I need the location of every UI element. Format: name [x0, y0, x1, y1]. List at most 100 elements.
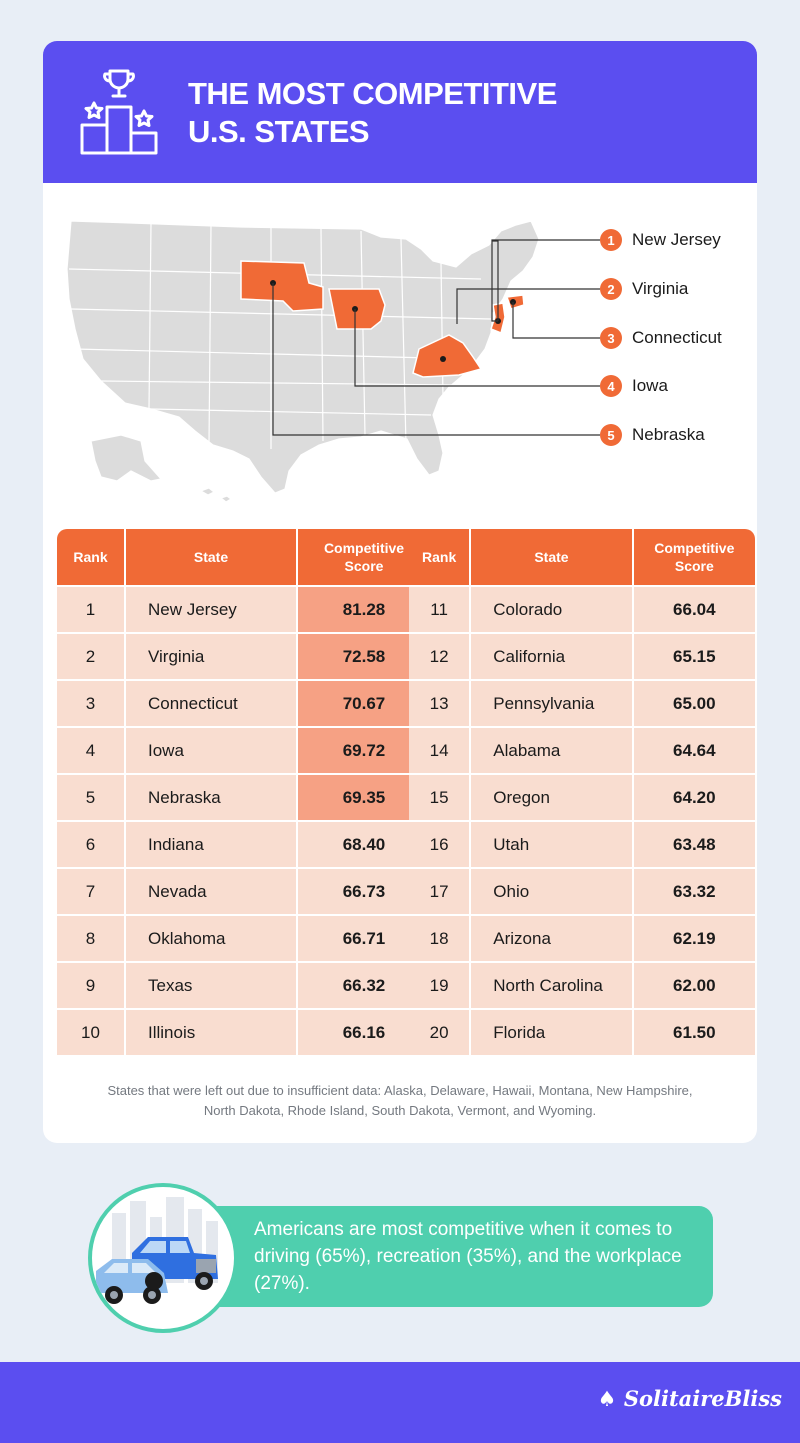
map-alaska — [90, 434, 163, 482]
table-header-row: Rank State Competitive Score — [409, 529, 755, 585]
score-cell: 69.35 — [298, 775, 430, 820]
state-cell: New Jersey — [126, 587, 296, 632]
footer: ♠ SolitaireBliss — [0, 1362, 800, 1443]
table-row: 15 Oregon 64.20 — [409, 775, 755, 820]
score-cell: 63.48 — [633, 822, 755, 867]
callout-state-name: Nebraska — [632, 425, 705, 444]
score-cell: 65.00 — [633, 681, 755, 726]
ranking-table-left: Rank State Competitive Score 1 New Jersey 8… — [55, 527, 432, 1057]
brand-logo[interactable]: ♠ SolitaireBliss — [598, 1386, 782, 1411]
rank-cell: 16 — [409, 822, 470, 867]
table-row: 16 Utah 63.48 — [409, 822, 755, 867]
fact-text: Americans are most competitive when it c… — [254, 1219, 682, 1294]
footnote-line-1: States that were left out due to insuffi… — [107, 1083, 693, 1098]
score-cell: 66.71 — [298, 916, 430, 961]
ranking-table-right: Rank State Competitive Score 11 Colorado 66… — [407, 527, 757, 1057]
score-cell: 68.40 — [298, 822, 430, 867]
state-cell: Oklahoma — [126, 916, 296, 961]
title-line-1: THE MOST COMPETITIVE — [188, 76, 557, 111]
column-header-state: State — [471, 529, 632, 585]
score-header-line-1: Competitive — [323, 540, 405, 556]
rank-cell: 3 — [57, 681, 124, 726]
table-row: 17 Ohio 63.32 — [409, 869, 755, 914]
state-cell: Oregon — [471, 775, 632, 820]
rank-cell: 18 — [409, 916, 470, 961]
table-row: 10 Illinois 66.16 — [57, 1010, 430, 1055]
state-cell: Arizona — [471, 916, 632, 961]
trophy-podium-icon — [80, 69, 158, 155]
table-row: 3 Connecticut 70.67 — [57, 681, 430, 726]
score-header-line-2: Score — [674, 558, 714, 574]
score-cell: 66.04 — [633, 587, 755, 632]
rank-badge: 4 — [600, 375, 622, 397]
rank-cell: 13 — [409, 681, 470, 726]
rank-cell: 9 — [57, 963, 124, 1008]
rank-cell: 19 — [409, 963, 470, 1008]
rank-badge: 1 — [600, 229, 622, 251]
table-row: 11 Colorado 66.04 — [409, 587, 755, 632]
rank-cell: 20 — [409, 1010, 470, 1055]
state-cell: Pennsylvania — [471, 681, 632, 726]
table-row: 20 Florida 61.50 — [409, 1010, 755, 1055]
rank-cell: 5 — [57, 775, 124, 820]
rank-cell: 17 — [409, 869, 470, 914]
title-line-2: U.S. STATES — [188, 114, 370, 149]
state-cell: Florida — [471, 1010, 632, 1055]
state-cell: Illinois — [126, 1010, 296, 1055]
brand-name: SolitaireBliss — [623, 1386, 782, 1411]
table-row: 5 Nebraska 69.35 — [57, 775, 430, 820]
score-cell: 72.58 — [298, 634, 430, 679]
state-cell: Ohio — [471, 869, 632, 914]
column-header-score: Competitive Score — [298, 529, 430, 585]
state-cell: Texas — [126, 963, 296, 1008]
score-cell: 63.32 — [633, 869, 755, 914]
table-row: 18 Arizona 62.19 — [409, 916, 755, 961]
table-header-row: Rank State Competitive Score — [57, 529, 430, 585]
page-title: THE MOST COMPETITIVE U.S. STATES — [188, 75, 557, 151]
state-cell: Alabama — [471, 728, 632, 773]
column-header-score: Competitive Score — [633, 529, 755, 585]
state-cell: Nebraska — [126, 775, 296, 820]
callout-3: 3 Connecticut — [600, 326, 722, 350]
rank-cell: 14 — [409, 728, 470, 773]
map-hawaii — [199, 487, 233, 503]
score-cell: 64.64 — [633, 728, 755, 773]
score-cell: 62.19 — [633, 916, 755, 961]
callout-state-name: New Jersey — [632, 230, 721, 249]
state-cell: Connecticut — [126, 681, 296, 726]
score-header-line-2: Score — [344, 558, 384, 574]
fact-bubble: Americans are most competitive when it c… — [200, 1206, 713, 1307]
callout-state-name: Iowa — [632, 376, 668, 395]
footnote: States that were left out due to insuffi… — [63, 1081, 737, 1121]
rank-cell: 10 — [57, 1010, 124, 1055]
table-row: 6 Indiana 68.40 — [57, 822, 430, 867]
state-cell: Colorado — [471, 587, 632, 632]
rank-cell: 12 — [409, 634, 470, 679]
state-cell: Indiana — [126, 822, 296, 867]
table-row: 14 Alabama 64.64 — [409, 728, 755, 773]
rank-cell: 7 — [57, 869, 124, 914]
infographic-card: THE MOST COMPETITIVE U.S. STATES — [43, 41, 757, 1143]
column-header-state: State — [126, 529, 296, 585]
table-row: 8 Oklahoma 66.71 — [57, 916, 430, 961]
rank-cell: 8 — [57, 916, 124, 961]
footnote-line-2: North Dakota, Rhode Island, South Dakota… — [203, 1103, 597, 1118]
cars-city-icon — [88, 1183, 238, 1333]
table-row: 13 Pennsylvania 65.00 — [409, 681, 755, 726]
table-row: 4 Iowa 69.72 — [57, 728, 430, 773]
state-cell: California — [471, 634, 632, 679]
table-row: 9 Texas 66.32 — [57, 963, 430, 1008]
score-cell: 64.20 — [633, 775, 755, 820]
score-cell: 69.72 — [298, 728, 430, 773]
rank-cell: 4 — [57, 728, 124, 773]
card-header: THE MOST COMPETITIVE U.S. STATES — [43, 41, 757, 183]
table-row: 12 California 65.15 — [409, 634, 755, 679]
callout-4: 4 Iowa — [600, 374, 668, 398]
callout-state-name: Virginia — [632, 279, 689, 298]
table-row: 7 Nevada 66.73 — [57, 869, 430, 914]
score-header-line-1: Competitive — [654, 540, 735, 556]
score-cell: 70.67 — [298, 681, 430, 726]
card-suits-logo-icon: ♠ — [597, 1386, 617, 1411]
state-cell: Iowa — [126, 728, 296, 773]
rank-badge: 5 — [600, 424, 622, 446]
